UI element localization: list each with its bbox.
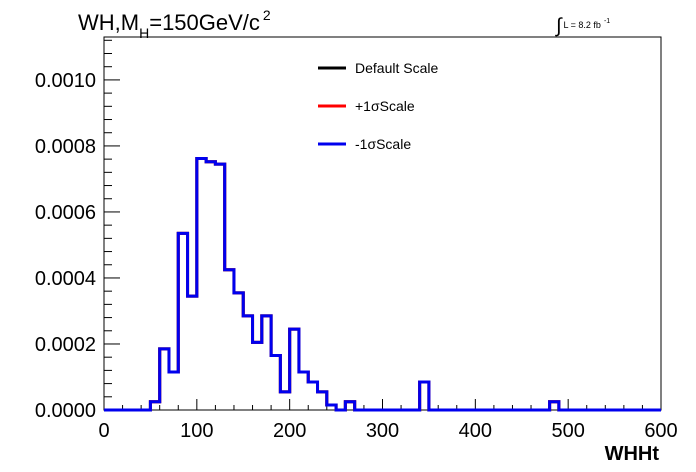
x-axis: 0 100 200 300 400 500 600 — [98, 399, 678, 442]
legend-label: -1σScale — [355, 136, 411, 152]
x-tick-label: 100 — [180, 420, 213, 442]
legend: Default Scale +1σScale -1σScale — [318, 60, 438, 152]
x-tick-label: 400 — [459, 420, 492, 442]
y-axis: 0.0000 0.0002 0.0004 0.0006 0.0008 0.0010 — [35, 39, 120, 422]
luminosity-label: ∫ L = 8.2 fb -1 — [555, 15, 610, 37]
legend-label: Default Scale — [355, 60, 438, 76]
x-tick-label: 600 — [644, 420, 677, 442]
x-tick-label: 200 — [273, 420, 306, 442]
series-layer — [104, 156, 661, 412]
y-tick-label: 0.0004 — [35, 268, 96, 290]
y-tick-label: 0.0006 — [35, 202, 96, 224]
x-tick-label: 500 — [551, 420, 584, 442]
chart-title: WH,MH=150GeV/c 2 — [78, 7, 271, 41]
y-tick-label: 0.0010 — [35, 70, 96, 92]
y-tick-label: 0.0000 — [35, 400, 96, 422]
x-axis-label: WHHt — [605, 443, 660, 465]
x-tick-label: 0 — [98, 420, 109, 442]
plot-frame — [103, 36, 662, 411]
y-tick-label: 0.0008 — [35, 136, 96, 158]
series-line — [104, 156, 661, 412]
legend-label: +1σScale — [355, 98, 415, 114]
x-tick-label: 300 — [366, 420, 399, 442]
y-tick-label: 0.0002 — [35, 334, 96, 356]
